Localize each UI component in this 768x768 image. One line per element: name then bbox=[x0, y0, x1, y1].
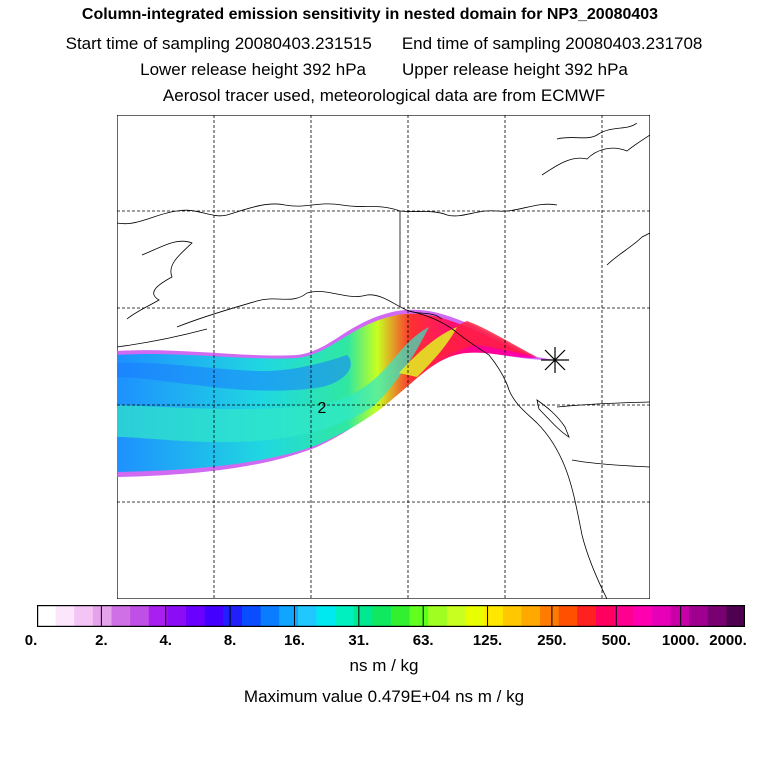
colorbar bbox=[37, 605, 745, 627]
graticule bbox=[117, 115, 650, 599]
colorbar-swatch bbox=[260, 605, 280, 627]
colorbar-swatch bbox=[391, 605, 411, 627]
colorbar-tick-label: 0. bbox=[24, 632, 38, 649]
colorbar-swatch bbox=[111, 605, 131, 627]
colorbar-tick-label: 1000. bbox=[661, 632, 700, 649]
colorbar-tick-label: 2000. bbox=[709, 632, 747, 649]
colorbar-swatch bbox=[502, 605, 522, 627]
tracer-note: Aerosol tracer used, meteorological data… bbox=[162, 86, 606, 105]
colorbar-swatch bbox=[651, 605, 671, 627]
alaska-west-coast bbox=[126, 240, 193, 320]
arctic-islands bbox=[541, 134, 650, 176]
release-upper: Upper release height 392 hPa bbox=[402, 60, 628, 79]
colorbar-swatch bbox=[92, 605, 113, 627]
plume-blue-core bbox=[117, 355, 351, 391]
colorbar-swatch bbox=[186, 605, 206, 627]
sampling-start: Start time of sampling 20080403.231515 bbox=[65, 34, 372, 53]
hudson-coast bbox=[606, 232, 650, 266]
vancouver-island bbox=[536, 399, 570, 438]
colorbar-swatch bbox=[540, 605, 560, 627]
sampling-end: End time of sampling 20080403.231708 bbox=[401, 34, 703, 53]
release-point-asterisk bbox=[541, 347, 569, 373]
colorbar-swatch bbox=[130, 605, 150, 627]
colorbar-swatch bbox=[279, 605, 299, 627]
alaska-north-coast bbox=[117, 203, 401, 225]
colorbar-swatch bbox=[167, 605, 187, 627]
colorbar-swatch bbox=[316, 605, 336, 627]
arctic-islands-2 bbox=[556, 122, 638, 140]
canada-arctic-coast bbox=[399, 203, 558, 217]
colorbar-swatch bbox=[577, 605, 597, 627]
colorbar-swatch bbox=[148, 605, 168, 627]
state-line bbox=[571, 459, 650, 468]
colorbar-swatch bbox=[689, 605, 709, 627]
colorbar-swatch bbox=[595, 605, 616, 627]
colorbar-tick-label: 8. bbox=[223, 632, 237, 649]
plume-core bbox=[117, 327, 429, 443]
aleutians bbox=[117, 328, 208, 348]
colorbar-swatch bbox=[670, 605, 690, 627]
us-canada-border bbox=[556, 401, 650, 408]
colorbar-swatch bbox=[74, 605, 94, 627]
colorbar-tick-label: 31. bbox=[348, 632, 370, 649]
colorbar-swatch bbox=[335, 605, 355, 627]
colorbar-tick-label: 4. bbox=[159, 632, 172, 649]
colorbar-swatch bbox=[446, 605, 467, 627]
colorbar-swatch bbox=[204, 605, 224, 627]
colorbar-swatch bbox=[297, 605, 317, 627]
borders bbox=[399, 211, 650, 468]
colorbar-swatch bbox=[558, 605, 578, 627]
release-heights: Lower release height 392 hPa Upper releas… bbox=[0, 60, 768, 80]
colorbar-swatch bbox=[465, 605, 485, 627]
release-lower: Lower release height 392 hPa bbox=[140, 60, 366, 79]
colorbar-tick-label: 63. bbox=[412, 632, 434, 649]
colorbar-swatch bbox=[614, 605, 634, 627]
map-panel: 2 bbox=[117, 115, 650, 599]
max-value: Maximum value 0.479E+04 ns m / kg bbox=[243, 687, 525, 706]
colorbar-border bbox=[37, 605, 745, 627]
colorbar-swatch bbox=[55, 605, 75, 627]
colorbar-swatch bbox=[409, 605, 429, 627]
colorbar-swatch bbox=[241, 605, 262, 627]
colorbar-swatch bbox=[372, 605, 392, 627]
contour-label: 2 bbox=[318, 400, 327, 417]
map-title: Column-integrated emission sensitivity i… bbox=[81, 6, 659, 23]
colorbar-swatch bbox=[707, 605, 727, 627]
sampling-times: Start time of sampling 20080403.231515 En… bbox=[0, 34, 768, 54]
colorbar-tick-label: 250. bbox=[537, 632, 567, 649]
colorbar-swatch bbox=[484, 605, 504, 627]
colorbar-swatch bbox=[726, 605, 745, 627]
colorbar-swatch bbox=[633, 605, 653, 627]
colorbar-swatch bbox=[37, 605, 57, 627]
coastlines bbox=[117, 122, 650, 599]
colorbar-units: ns m / kg bbox=[349, 656, 419, 675]
colorbar-tick-label: 16. bbox=[284, 632, 305, 649]
panhandle-coast bbox=[408, 310, 608, 599]
colorbar-swatch bbox=[353, 605, 373, 627]
colorbar-tick-label: 500. bbox=[601, 632, 631, 649]
plume-yellow-band bbox=[399, 327, 457, 377]
colorbar-tick-label: 125. bbox=[472, 632, 503, 649]
colorbar-tick-label: 2. bbox=[95, 632, 108, 649]
colorbar-swatch bbox=[521, 605, 541, 627]
colorbar-swatch bbox=[223, 605, 243, 627]
colorbar-swatch bbox=[428, 605, 448, 627]
